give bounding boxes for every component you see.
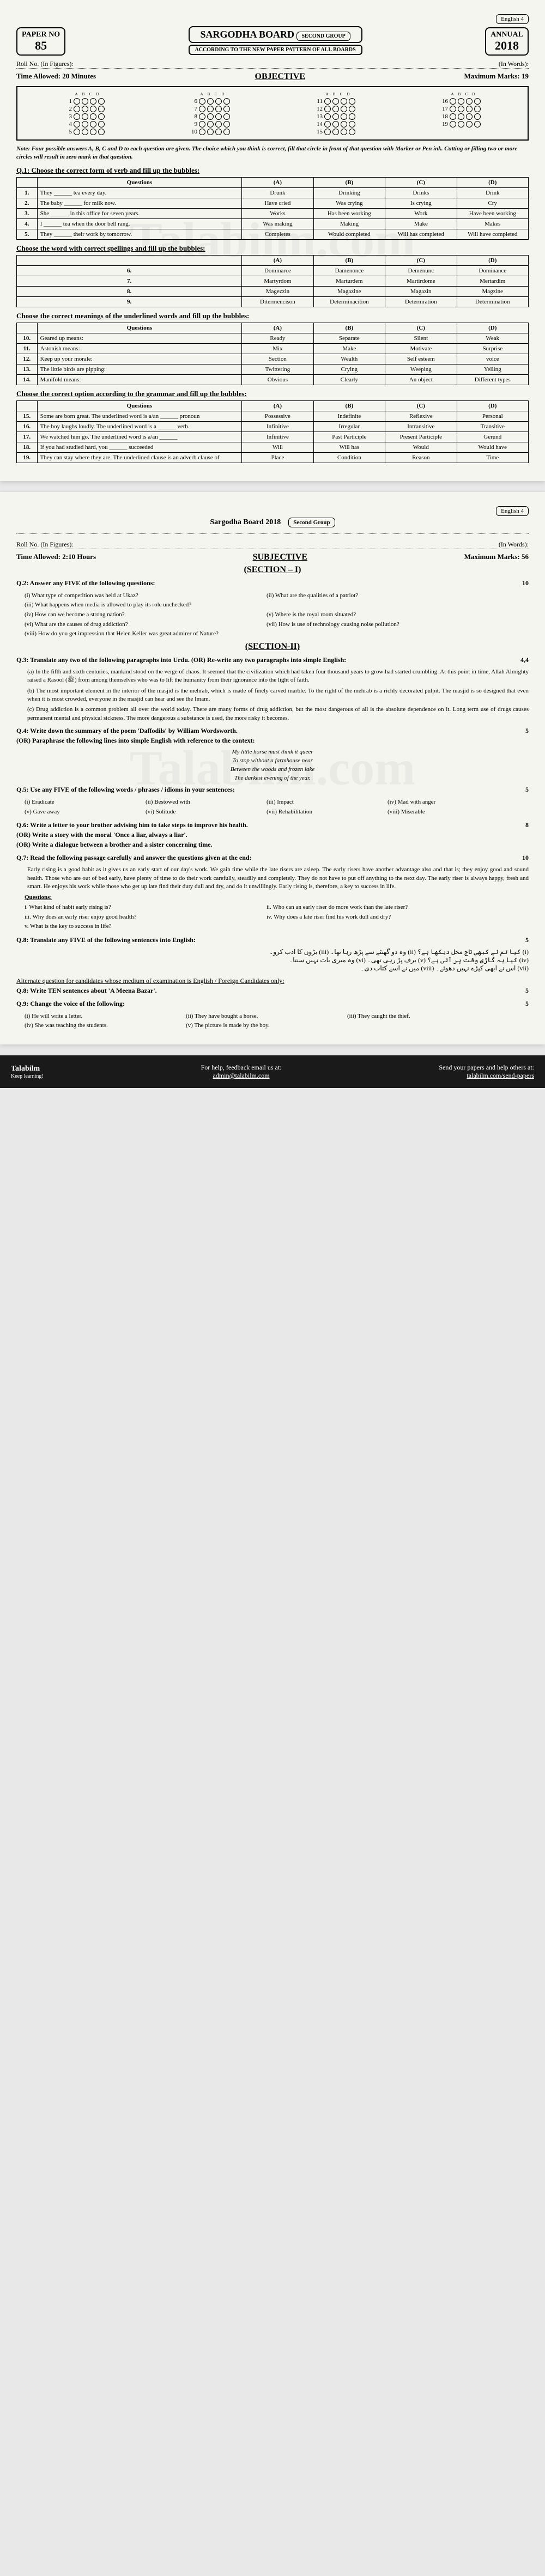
q5-subj: Q.5: Use any FIVE of the following words… — [16, 785, 529, 794]
footer-url-link[interactable]: talabilm.com/send-papers — [467, 1072, 534, 1079]
header-row: PAPER NO85 SARGODHA BOARD SECOND GROUP A… — [16, 26, 529, 57]
q4-gram-title: Choose the correct option according to t… — [16, 390, 529, 398]
q2-subj: Q.2: Answer any FIVE of the following qu… — [16, 578, 529, 588]
q2-parts: (i) What type of competition was held at… — [25, 591, 529, 639]
q3-mean-table: Questions(A)(B)(C)(D)10.Geared up means:… — [16, 323, 529, 385]
subject-box-2: English 4 — [496, 506, 529, 516]
q8-alt: Alternate question for candidates whose … — [16, 976, 529, 995]
board-title: SARGODHA BOARD SECOND GROUP — [189, 26, 362, 43]
q9-subj: Q.9: Change the voice of the following: … — [16, 999, 529, 1008]
q4-poem-line: To stop without a farmhouse near — [16, 757, 529, 764]
q4-poem-line: My little horse must think it queer — [16, 749, 529, 755]
q2-spell-table: (A)(B)(C)(D)6.DominarceDamenonceDemenunc… — [16, 255, 529, 307]
subject-box: English 4 — [496, 14, 529, 24]
subjective-page: Talabilm.com English 4 Sargodha Board 20… — [0, 492, 545, 1044]
q3-para: (c) Drug addiction is a common problem a… — [27, 706, 529, 722]
q3-para: (b) The most important element in the in… — [27, 687, 529, 704]
roll-row: Roll No. (In Figures):(In Words): — [16, 60, 529, 69]
q5-parts: (i) Eradicate(ii) Bestowed with(iii) Imp… — [25, 798, 529, 817]
q6-subj: Q.6: Write a letter to your brother advi… — [16, 820, 529, 849]
q7-subj: Q.7: Read the following passage carefull… — [16, 853, 529, 862]
q3-para: (a) In the fifth and sixth centuries, ma… — [27, 668, 529, 685]
q8-subj: Q.8: Translate any FIVE of the following… — [16, 935, 529, 945]
q2-spell-title: Choose the word with correct spellings a… — [16, 244, 529, 253]
section-2-title: (SECTION-II) — [16, 642, 529, 652]
section-1-title: (SECTION – I) — [16, 565, 529, 575]
time-marks-2: Time Allowed: 2:10 Hours SUBJECTIVE Maxi… — [16, 552, 529, 562]
footer-logo-block: Talabilm Keep learning! — [11, 1065, 44, 1079]
board-line: Sargodha Board 2018 Second Group — [16, 518, 529, 527]
objective-title: OBJECTIVE — [255, 72, 305, 82]
annual-box: ANNUAL2018 — [485, 27, 529, 56]
footer: Talabilm Keep learning! For help, feedba… — [0, 1055, 545, 1088]
roll-row-2: Roll No. (In Figures):(In Words): — [16, 540, 529, 549]
objective-page: Talabilm.com English 4 PAPER NO85 SARGOD… — [0, 0, 545, 481]
q8-urdu: (i) کیا تم نے کبھی تاج محل دیکھا ہے؟ (ii… — [27, 948, 529, 973]
q4-gram-table: Questions(A)(B)(C)(D)15.Some are born gr… — [16, 400, 529, 463]
footer-email-link[interactable]: admin@talabilm.com — [213, 1072, 270, 1079]
q4-subj: Q.4: Write down the summary of the poem … — [16, 726, 529, 745]
q7-passage: Early rising is a good habit as it gives… — [27, 866, 529, 891]
q3-subj: Q.3: Translate any two of the following … — [16, 655, 529, 665]
q1-table: Questions(A)(B)(C)(D)1.They ______ tea e… — [16, 177, 529, 240]
q4-poem-line: Between the woods and frozen lake — [16, 766, 529, 773]
pattern-bar: ACCORDING TO THE NEW PAPER PATTERN OF AL… — [189, 45, 362, 55]
footer-help: For help, feedback email us at: admin@ta… — [201, 1064, 282, 1080]
footer-send: Send your papers and help others at: tal… — [439, 1064, 534, 1080]
paper-no-box: PAPER NO85 — [16, 27, 65, 56]
bubble-sheet: ABCD12345ABCD678910ABCD1112131415ABCD161… — [16, 86, 529, 141]
q3-mean-title: Choose the correct meanings of the under… — [16, 312, 529, 320]
note-text: Note: Four possible answers A, B, C and … — [16, 145, 529, 162]
subjective-title: SUBJECTIVE — [253, 552, 307, 562]
time-marks: Time Allowed: 20 Minutes OBJECTIVE Maxim… — [16, 72, 529, 82]
q4-poem-line: The darkest evening of the year. — [16, 775, 529, 781]
q7-questions: Questions: i. What kind of habit early r… — [25, 893, 529, 931]
q1-title: Q.1: Choose the correct form of verb and… — [16, 166, 529, 175]
q9-parts: (i) He will write a letter.(ii) They hav… — [25, 1012, 529, 1031]
